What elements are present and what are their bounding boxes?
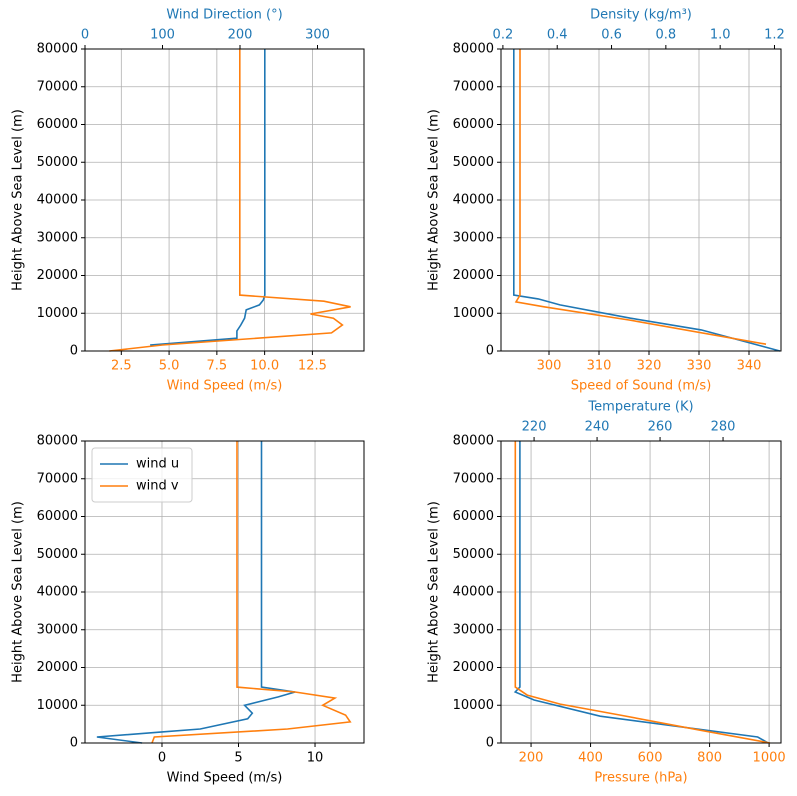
y-tick-label: 60000 xyxy=(37,117,78,132)
series-line xyxy=(150,49,266,346)
series-line xyxy=(514,49,767,345)
y-axis-label: Height Above Sea Level (m) xyxy=(427,501,442,683)
x-tick-label: 1000 xyxy=(753,751,786,766)
y-tick-label: 20000 xyxy=(453,268,494,283)
y-tick-label: 20000 xyxy=(37,268,78,283)
y-tick-label: 80000 xyxy=(453,434,494,449)
y-tick-label: 30000 xyxy=(37,230,78,245)
y-tick-label: 50000 xyxy=(37,155,78,170)
x2-tick-label: 0.8 xyxy=(656,28,677,43)
axes-frame xyxy=(500,440,782,744)
x2-tick-label: 0.2 xyxy=(493,28,514,43)
x-tick-label: 5.0 xyxy=(159,359,180,374)
series-line xyxy=(513,441,769,744)
y-tick-label: 80000 xyxy=(37,42,78,57)
x-tick-label: 7.5 xyxy=(207,359,228,374)
y-axis-label: Height Above Sea Level (m) xyxy=(427,109,442,291)
y-tick-label: 40000 xyxy=(453,585,494,600)
x-tick-label: 800 xyxy=(697,751,722,766)
x2-tick-label: 300 xyxy=(305,28,330,43)
x2-tick-label: 1.0 xyxy=(710,28,731,43)
x2-tick-label: 200 xyxy=(228,28,253,43)
x2-axis-label: Temperature (K) xyxy=(587,400,693,415)
y-axis-label: Height Above Sea Level (m) xyxy=(11,109,26,291)
x2-tick-label: 280 xyxy=(711,420,736,435)
y-tick-label: 70000 xyxy=(37,471,78,486)
axes-frame xyxy=(500,48,782,352)
axes-frame xyxy=(84,48,365,352)
legend-label: wind u xyxy=(136,457,179,472)
y-tick-label: 40000 xyxy=(453,193,494,208)
series-line xyxy=(513,49,781,352)
x-axis-label: Wind Speed (m/s) xyxy=(167,379,283,394)
y-tick-label: 60000 xyxy=(453,117,494,132)
x-tick-label: 200 xyxy=(519,751,544,766)
y-tick-label: 80000 xyxy=(37,434,78,449)
x-tick-label: 12.5 xyxy=(298,359,327,374)
y-tick-label: 10000 xyxy=(37,698,78,713)
y-tick-label: 0 xyxy=(70,344,78,359)
x-tick-label: 5 xyxy=(234,751,242,766)
y-tick-label: 0 xyxy=(486,736,494,751)
x2-tick-label: 0 xyxy=(81,28,89,43)
y-tick-label: 50000 xyxy=(453,155,494,170)
y-tick-label: 0 xyxy=(70,736,78,751)
y-tick-label: 40000 xyxy=(37,585,78,600)
y-tick-label: 50000 xyxy=(37,547,78,562)
x-axis-label: Pressure (hPa) xyxy=(594,771,687,786)
x-tick-label: 600 xyxy=(638,751,663,766)
x-axis-label: Wind Speed (m/s) xyxy=(167,771,283,786)
y-tick-label: 70000 xyxy=(453,471,494,486)
y-tick-label: 20000 xyxy=(37,660,78,675)
x2-axis-label: Density (kg/m³) xyxy=(590,8,692,23)
y-tick-label: 60000 xyxy=(453,509,494,524)
y-tick-label: 10000 xyxy=(453,306,494,321)
x-tick-label: 300 xyxy=(537,359,562,374)
y-tick-label: 30000 xyxy=(37,622,78,637)
series-line xyxy=(109,49,351,352)
y-tick-label: 30000 xyxy=(453,622,494,637)
x2-tick-label: 240 xyxy=(585,420,610,435)
x-axis-label: Speed of Sound (m/s) xyxy=(571,379,712,394)
x-tick-label: 310 xyxy=(587,359,612,374)
y-tick-label: 70000 xyxy=(37,79,78,94)
subplot: 0 10000 20000 30000 40000 50000 60000 70000 8000… xyxy=(11,8,365,394)
subplot: 0 10000 20000 30000 40000 50000 60000 70000 8000… xyxy=(427,8,785,394)
y-tick-label: 40000 xyxy=(37,193,78,208)
x-tick-label: 10 xyxy=(307,751,324,766)
x2-tick-label: 100 xyxy=(150,28,175,43)
y-tick-label: 70000 xyxy=(453,79,494,94)
y-tick-label: 0 xyxy=(486,344,494,359)
x-tick-label: 320 xyxy=(637,359,662,374)
subplot: 0 10000 20000 30000 40000 50000 60000 70000 8000… xyxy=(427,400,786,786)
y-tick-label: 80000 xyxy=(453,42,494,57)
x2-tick-label: 0.6 xyxy=(601,28,622,43)
x-tick-label: 10.0 xyxy=(250,359,279,374)
x2-axis-label: Wind Direction (°) xyxy=(166,8,282,23)
x2-tick-label: 260 xyxy=(648,420,673,435)
x-tick-label: 400 xyxy=(578,751,603,766)
x2-tick-label: 220 xyxy=(522,420,547,435)
series-line xyxy=(151,441,352,744)
x2-tick-label: 0.4 xyxy=(547,28,568,43)
legend-label: wind v xyxy=(136,479,179,494)
series-line xyxy=(514,441,771,744)
y-tick-label: 20000 xyxy=(453,660,494,675)
y-axis-label: Height Above Sea Level (m) xyxy=(11,501,26,683)
x-tick-label: 340 xyxy=(737,359,762,374)
x-tick-label: 2.5 xyxy=(111,359,132,374)
x2-tick-label: 1.2 xyxy=(764,28,785,43)
y-tick-label: 30000 xyxy=(453,230,494,245)
y-tick-label: 60000 xyxy=(37,509,78,524)
legend-box xyxy=(91,447,193,503)
y-tick-label: 10000 xyxy=(37,306,78,321)
y-tick-label: 50000 xyxy=(453,547,494,562)
x-tick-label: 0 xyxy=(158,751,166,766)
y-tick-label: 10000 xyxy=(453,698,494,713)
subplot: 0 10000 20000 30000 40000 50000 60000 70000 8000… xyxy=(11,434,365,786)
x-tick-label: 330 xyxy=(687,359,712,374)
axes-frame xyxy=(84,440,365,744)
